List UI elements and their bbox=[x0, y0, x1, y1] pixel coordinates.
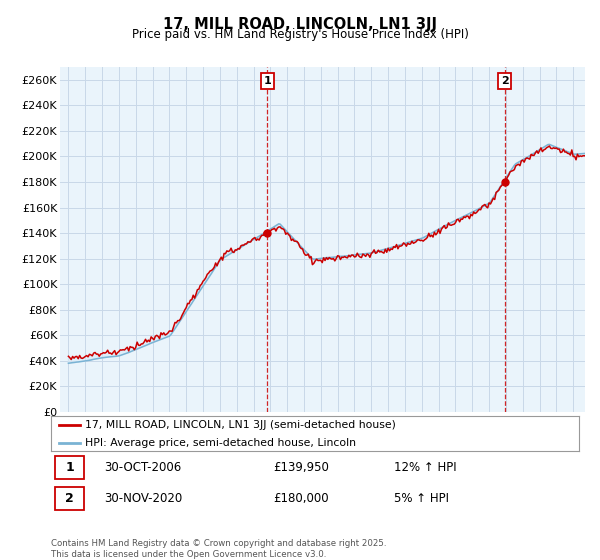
FancyBboxPatch shape bbox=[55, 487, 84, 510]
Text: 1: 1 bbox=[263, 76, 271, 86]
Text: 17, MILL ROAD, LINCOLN, LN1 3JJ: 17, MILL ROAD, LINCOLN, LN1 3JJ bbox=[163, 17, 437, 32]
Text: 30-OCT-2006: 30-OCT-2006 bbox=[104, 461, 181, 474]
Text: 2: 2 bbox=[500, 76, 508, 86]
Text: 17, MILL ROAD, LINCOLN, LN1 3JJ (semi-detached house): 17, MILL ROAD, LINCOLN, LN1 3JJ (semi-de… bbox=[85, 420, 396, 430]
Text: 30-NOV-2020: 30-NOV-2020 bbox=[104, 492, 182, 505]
Text: 5% ↑ HPI: 5% ↑ HPI bbox=[394, 492, 449, 505]
Text: Price paid vs. HM Land Registry's House Price Index (HPI): Price paid vs. HM Land Registry's House … bbox=[131, 28, 469, 41]
Text: £180,000: £180,000 bbox=[273, 492, 328, 505]
FancyBboxPatch shape bbox=[55, 456, 84, 479]
Text: £139,950: £139,950 bbox=[273, 461, 329, 474]
Text: Contains HM Land Registry data © Crown copyright and database right 2025.
This d: Contains HM Land Registry data © Crown c… bbox=[51, 539, 386, 559]
Text: HPI: Average price, semi-detached house, Lincoln: HPI: Average price, semi-detached house,… bbox=[85, 438, 356, 447]
Text: 12% ↑ HPI: 12% ↑ HPI bbox=[394, 461, 457, 474]
Text: 2: 2 bbox=[65, 492, 74, 505]
Text: 1: 1 bbox=[65, 461, 74, 474]
